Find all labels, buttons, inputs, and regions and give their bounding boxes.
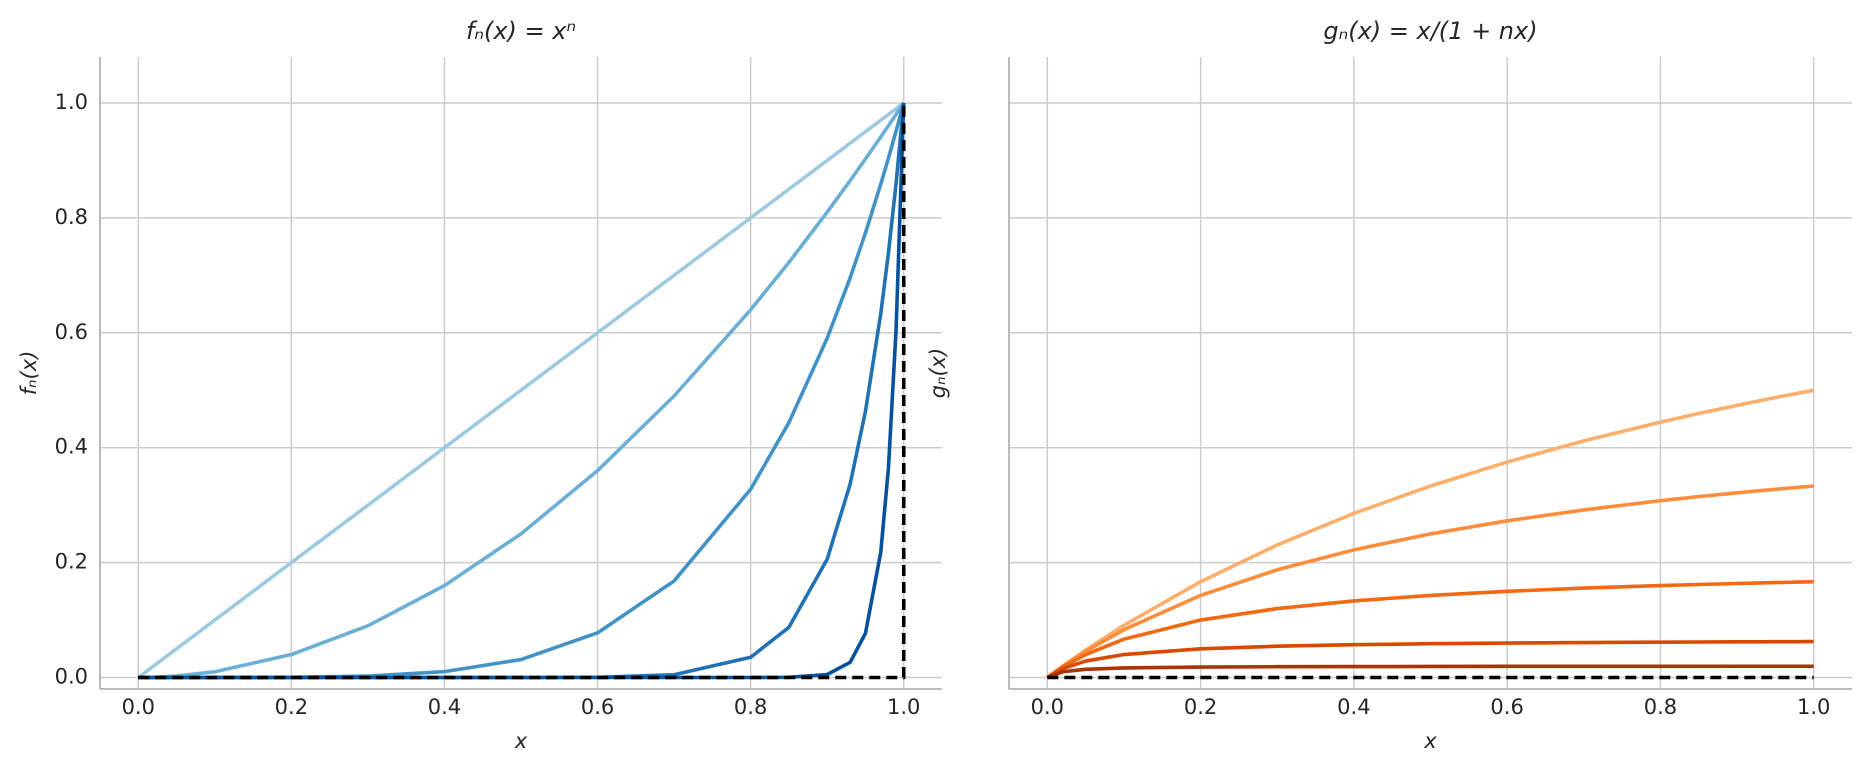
y-axis-label: gₙ(x) [926, 348, 950, 399]
x-tick-label: 0.4 [1337, 695, 1370, 719]
x-axis-label: x [514, 729, 528, 753]
x-tick-label: 0.2 [1184, 695, 1217, 719]
x-tick-label: 0.8 [1644, 695, 1677, 719]
y-tick-label: 0.2 [55, 550, 88, 574]
x-tick-label: 0.8 [734, 695, 767, 719]
series-line [138, 101, 906, 680]
chart-title: fₙ(x) = xⁿ [466, 17, 576, 45]
limit-line [138, 102, 906, 680]
x-tick-label: 0.0 [1031, 695, 1064, 719]
x-tick-label: 0.0 [122, 695, 155, 719]
y-tick-label: 0.6 [55, 320, 88, 344]
series-line [1046, 388, 1815, 679]
series-line [1046, 484, 1814, 679]
x-tick-label: 1.0 [887, 695, 920, 719]
x-tick-label: 0.4 [428, 695, 461, 719]
x-tick-label: 0.6 [1490, 695, 1523, 719]
series-line [1046, 639, 1814, 680]
x-tick-label: 0.6 [581, 695, 614, 719]
x-tick-label: 0.2 [275, 695, 308, 719]
y-tick-label: 1.0 [55, 90, 88, 114]
y-tick-label: 0.0 [55, 665, 88, 689]
chart-title: gₙ(x) = x/(1 + nx) [1323, 17, 1537, 45]
y-tick-label: 0.8 [55, 205, 88, 229]
y-tick-label: 0.4 [55, 435, 88, 459]
series-line [1046, 579, 1814, 679]
x-axis-label: x [1423, 729, 1437, 753]
series-line [137, 101, 905, 679]
y-axis-label: fₙ(x) [17, 351, 41, 396]
x-tick-label: 1.0 [1797, 695, 1830, 719]
series-line [1046, 664, 1814, 680]
